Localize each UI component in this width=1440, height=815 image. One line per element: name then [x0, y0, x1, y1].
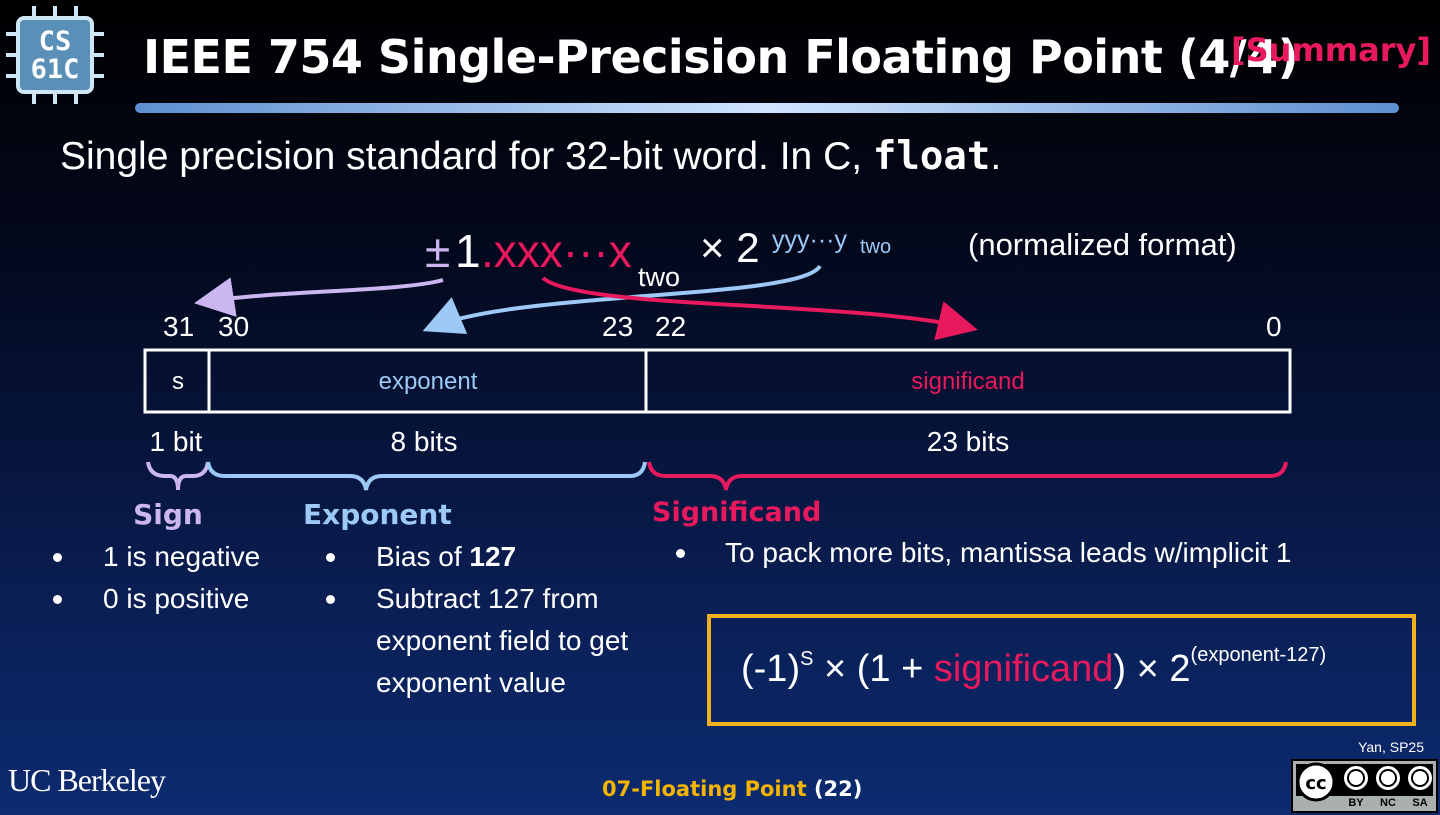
logo-line: 61C	[30, 54, 80, 85]
title-underline	[135, 103, 1399, 113]
bullet	[326, 553, 335, 562]
license-label: BY	[1348, 797, 1364, 809]
field-exponent: exponent	[378, 368, 478, 395]
field-significand: significand	[911, 368, 1025, 395]
formula-part: ) × 2	[1113, 648, 1191, 690]
exponent-arrow	[422, 264, 822, 335]
formula-part: × (1 +	[813, 648, 934, 690]
exponent-base: two	[860, 236, 892, 258]
formula-part: (-1)	[741, 648, 801, 690]
intro-text: Single precision standard for 32-bit wor…	[60, 135, 873, 178]
significand-brace	[647, 461, 1288, 491]
leading-one: 1	[455, 225, 481, 277]
size-significand: 23 bits	[926, 426, 1010, 457]
svg-text:cc: cc	[1305, 773, 1326, 794]
logo-chip	[6, 6, 104, 104]
significand-arrow	[541, 276, 978, 341]
bullet	[53, 595, 62, 604]
bit-position: 31	[163, 311, 195, 342]
bit-position: 0	[1266, 311, 1282, 342]
times-two: × 2	[700, 224, 760, 271]
exponent-bits: yyy···y	[772, 226, 847, 254]
cc-badge: cc	[1291, 759, 1438, 813]
bullet-text: 0 is positive	[103, 583, 250, 614]
exponent-heading: Exponent	[303, 498, 452, 531]
bullet-part: Bias of	[376, 541, 470, 572]
field-sign: s	[172, 368, 184, 395]
bit-position: 22	[655, 311, 687, 342]
title: IEEE 754 Single-Precision Floating Point…	[143, 30, 1299, 84]
normalized-note: (normalized format)	[968, 227, 1237, 262]
summary-tag: [Summary]	[1231, 31, 1431, 69]
size-sign: 1 bit	[149, 426, 203, 457]
size-exponent: 8 bits	[390, 426, 458, 457]
sign-heading: Sign	[133, 498, 203, 531]
fraction-base: two	[638, 262, 681, 292]
exponent-brace	[206, 461, 647, 491]
formula-sup: S	[800, 648, 814, 670]
logo-line: CS	[38, 26, 72, 57]
fraction: .xxx···x	[481, 225, 632, 277]
significand-heading: Significand	[652, 497, 822, 528]
bullet	[676, 549, 685, 558]
bias-value: 127	[469, 541, 517, 572]
bullet	[326, 595, 335, 604]
author: Yan, SP25	[1358, 739, 1424, 755]
sign-arrow	[194, 277, 444, 317]
bit-position: 23	[602, 311, 634, 342]
formula-box	[707, 614, 1416, 726]
license-label: SA	[1412, 797, 1428, 809]
bullet-text: Subtract 127 from exponent field to get …	[376, 583, 629, 698]
formula-significand: significand	[933, 648, 1114, 690]
sign-symbol: ±	[425, 225, 451, 277]
intro-end: .	[990, 135, 1002, 178]
bit-position: 30	[218, 311, 250, 342]
intro: Single precision standard for 32-bit wor…	[60, 134, 1001, 179]
lecture-name: 07-Floating Point	[602, 777, 807, 801]
bullet-text: Bias of 127	[376, 536, 516, 578]
code: float	[872, 134, 991, 179]
license-label: NC	[1380, 797, 1396, 809]
bullet	[53, 553, 62, 562]
sign-brace	[146, 461, 210, 491]
bullet-text: To pack more bits, mantissa leads w/impl…	[725, 537, 1292, 568]
slide-number: (22)	[813, 777, 863, 801]
logo-text: CS 61C	[22, 28, 88, 84]
formula: (-1)S × (1 + significand) × 2(exponent-1…	[741, 644, 1326, 691]
institution: UC Berkeley	[8, 762, 166, 798]
bit-box	[143, 348, 1292, 414]
formula-sup: (exponent-127)	[1190, 644, 1327, 666]
footer-lecture: 07-Floating Point (22)	[602, 777, 862, 801]
bullet-text: 1 is negative	[103, 541, 261, 572]
